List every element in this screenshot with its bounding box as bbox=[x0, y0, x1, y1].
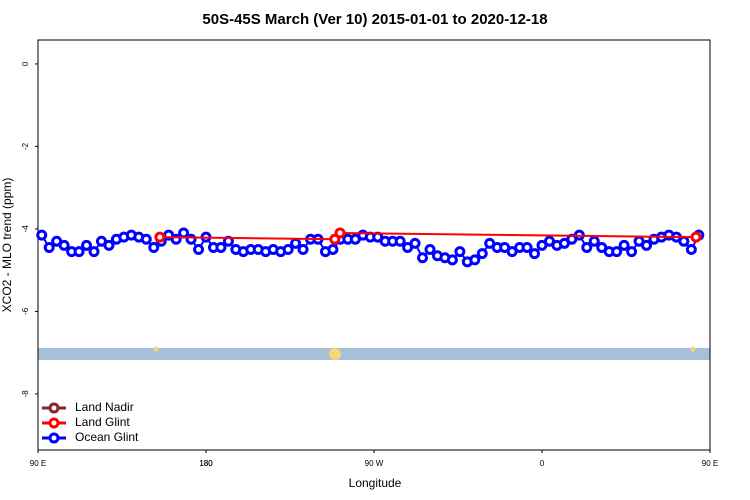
point bbox=[178, 227, 190, 239]
y-tick-label: -4 bbox=[21, 225, 30, 233]
land-dot bbox=[690, 346, 696, 352]
point bbox=[327, 244, 339, 256]
point bbox=[611, 246, 623, 258]
point bbox=[297, 244, 309, 256]
point bbox=[454, 246, 466, 258]
point bbox=[690, 231, 702, 243]
y-axis-label: XCO2 - MLO trend (ppm) bbox=[0, 178, 14, 313]
point bbox=[148, 241, 160, 253]
y-tick-label: -8 bbox=[21, 390, 30, 398]
point bbox=[469, 254, 481, 266]
y-tick-label: -6 bbox=[21, 307, 30, 315]
x-tick-label: 90 E bbox=[702, 459, 718, 468]
x-tick-label: 0 bbox=[540, 459, 545, 468]
point bbox=[73, 246, 85, 258]
legend-marker bbox=[48, 417, 60, 429]
x-tick-label: 90 W bbox=[365, 459, 384, 468]
point bbox=[626, 246, 638, 258]
legend-label: Land Glint bbox=[75, 415, 130, 429]
point bbox=[618, 239, 630, 251]
point bbox=[103, 239, 115, 251]
point bbox=[685, 244, 697, 256]
legend-marker bbox=[48, 402, 60, 414]
legend-label: Ocean Glint bbox=[75, 430, 139, 444]
series-line bbox=[159, 232, 697, 241]
point bbox=[529, 248, 541, 260]
point bbox=[446, 254, 458, 266]
point bbox=[588, 235, 600, 247]
point bbox=[290, 237, 302, 249]
x-tick-label: 180 bbox=[199, 459, 213, 468]
x-tick-label: 180 bbox=[199, 459, 213, 468]
point bbox=[140, 233, 152, 245]
x-tick-label: 90 E bbox=[30, 459, 46, 468]
plot-frame bbox=[37, 39, 711, 451]
point bbox=[334, 227, 346, 239]
point bbox=[678, 235, 690, 247]
point bbox=[641, 239, 653, 251]
legend-label: Land Nadir bbox=[75, 400, 134, 414]
point bbox=[521, 241, 533, 253]
point bbox=[417, 252, 429, 264]
point bbox=[185, 233, 197, 245]
point bbox=[81, 239, 93, 251]
point bbox=[409, 237, 421, 249]
point bbox=[581, 241, 593, 253]
point bbox=[424, 244, 436, 256]
land-dot bbox=[153, 346, 159, 352]
y-tick-label: -2 bbox=[21, 142, 30, 150]
point bbox=[36, 229, 48, 241]
band bbox=[38, 348, 710, 360]
point bbox=[58, 239, 70, 251]
point bbox=[282, 244, 294, 256]
point bbox=[215, 241, 227, 253]
x-axis-label: Longitude bbox=[349, 476, 402, 490]
point bbox=[193, 244, 205, 256]
point bbox=[88, 246, 100, 258]
legend-marker bbox=[48, 432, 60, 444]
y-tick-label: 0 bbox=[21, 61, 30, 66]
point bbox=[43, 241, 55, 253]
point bbox=[154, 231, 166, 243]
point bbox=[476, 248, 488, 260]
land-dot bbox=[329, 348, 341, 360]
chart-title: 50S-45S March (Ver 10) 2015-01-01 to 202… bbox=[202, 11, 547, 28]
point bbox=[394, 235, 406, 247]
